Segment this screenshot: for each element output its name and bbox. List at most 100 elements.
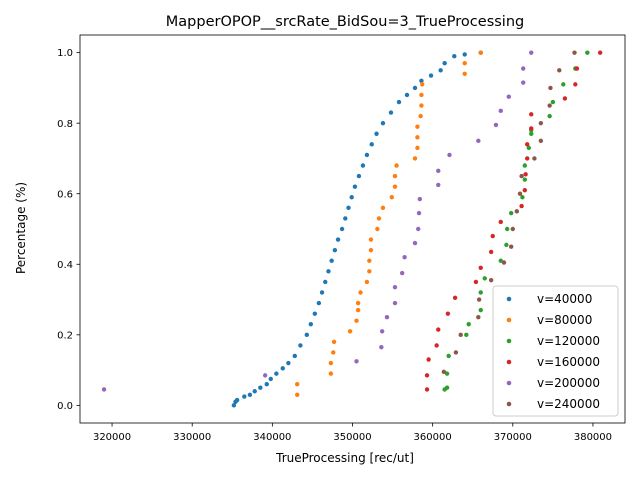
data-point [442, 61, 447, 66]
data-point [444, 385, 450, 390]
x-tick-label: 370000 [494, 432, 532, 443]
data-point [417, 196, 423, 202]
data-point [388, 110, 394, 115]
data-point [101, 387, 107, 392]
data-point [415, 124, 420, 129]
data-point [532, 156, 537, 161]
legend-marker [506, 359, 512, 365]
data-point [316, 300, 322, 306]
data-point [585, 50, 590, 55]
data-point [519, 173, 524, 179]
data-point [573, 82, 578, 87]
data-point [476, 138, 481, 144]
data-point [416, 210, 422, 216]
data-point [517, 191, 523, 196]
data-point [493, 122, 499, 128]
data-point [476, 297, 482, 302]
axes-layer: 320000 330000 340000 350000 360000 370000 3800… [57, 34, 626, 443]
data-point [304, 332, 310, 338]
data-point [504, 242, 509, 248]
data-point [488, 277, 494, 283]
data-point [478, 50, 483, 55]
data-point [323, 279, 328, 285]
data-point [364, 152, 370, 158]
data-point [280, 366, 285, 371]
data-point [525, 156, 530, 161]
data-point [379, 344, 384, 350]
data-point [368, 247, 374, 253]
series-5 [441, 50, 577, 375]
data-point [522, 163, 528, 168]
data-point [473, 279, 479, 285]
data-point [547, 103, 552, 108]
data-point [399, 270, 405, 276]
data-point [504, 226, 510, 232]
data-point [522, 177, 528, 182]
data-point [396, 99, 402, 105]
data-point [452, 295, 458, 300]
data-point [367, 269, 372, 274]
y-tick-label: 0.8 [57, 119, 73, 130]
legend-label: v=240000 [537, 397, 600, 411]
data-point [462, 52, 467, 57]
data-point [328, 360, 334, 366]
series-2 [442, 50, 590, 392]
data-point [478, 307, 483, 313]
data-point [508, 244, 514, 249]
data-point [453, 350, 459, 355]
data-point [466, 322, 471, 327]
data-point [508, 210, 514, 216]
x-tick-label: 350000 [333, 432, 371, 443]
data-point [438, 68, 443, 73]
data-point [358, 290, 363, 295]
data-points-layer [101, 50, 603, 408]
x-tick-label: 380000 [574, 432, 612, 443]
data-point [292, 353, 297, 359]
data-point [384, 314, 390, 320]
data-point [419, 78, 424, 84]
data-point [526, 145, 532, 151]
data-point [419, 92, 424, 98]
data-point [404, 92, 410, 98]
data-point [367, 258, 372, 263]
legend-label: v=200000 [537, 376, 600, 390]
data-point [392, 300, 398, 306]
chart-title: MapperOPOP__srcRate_BidSou=3_TrueProcess… [166, 14, 524, 30]
data-point [523, 172, 528, 177]
data-point [447, 152, 452, 158]
data-point [436, 327, 441, 332]
data-point [498, 219, 503, 225]
data-point [394, 163, 399, 168]
data-point [364, 279, 370, 285]
data-point [521, 66, 526, 71]
legend-label: v=40000 [537, 292, 592, 306]
data-point [436, 168, 441, 173]
y-tick-label: 0.4 [57, 260, 73, 271]
data-point [347, 329, 353, 334]
legend: v=40000 v=80000 v=120000 v=160000 v=200000 v=… [492, 285, 619, 417]
data-point [520, 195, 525, 200]
data-point [380, 205, 386, 211]
data-point [458, 332, 463, 338]
data-point [482, 276, 487, 281]
data-point [247, 392, 253, 397]
data-point [375, 226, 380, 232]
data-point [538, 138, 544, 144]
data-point [441, 369, 447, 375]
data-point [415, 145, 420, 151]
data-point [360, 163, 366, 168]
data-point [519, 203, 524, 209]
data-point [412, 240, 418, 246]
data-point [444, 371, 450, 376]
data-point [462, 71, 467, 77]
data-point [354, 359, 359, 364]
data-point [242, 394, 247, 399]
data-point [428, 73, 434, 78]
legend-label: v=160000 [537, 355, 600, 369]
data-point [392, 173, 398, 179]
data-point [355, 307, 361, 313]
series-0 [231, 50, 483, 408]
data-point [354, 318, 359, 323]
data-point [521, 80, 526, 85]
